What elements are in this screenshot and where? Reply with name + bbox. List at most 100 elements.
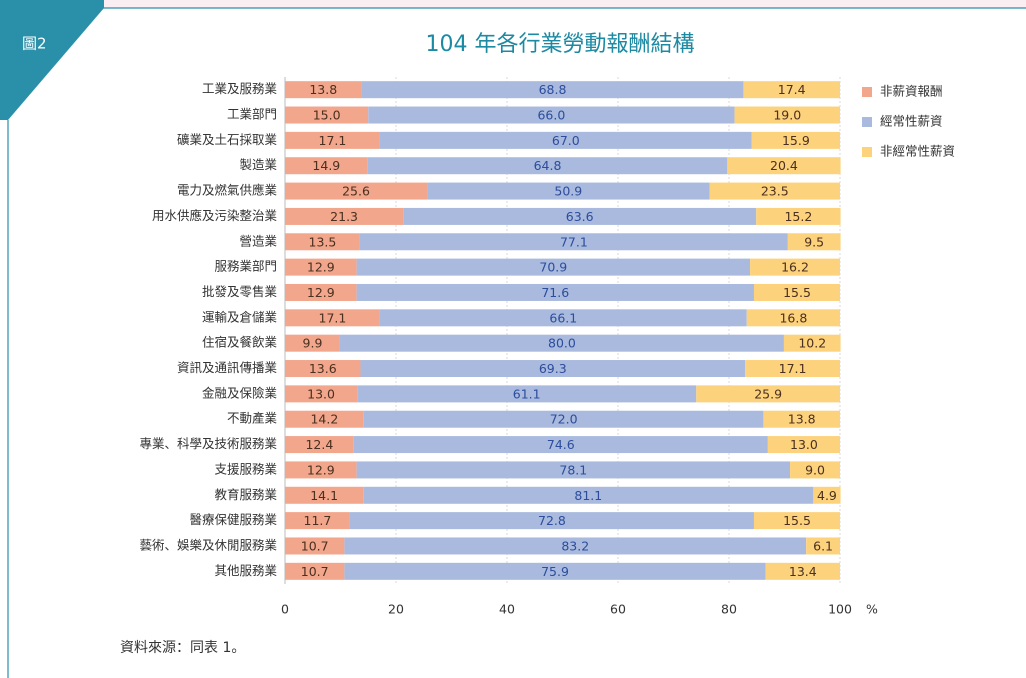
bar-segment <box>379 309 747 327</box>
data-label: 12.9 <box>307 462 335 477</box>
bar-segment <box>751 131 840 149</box>
bar-segment <box>813 486 841 504</box>
data-label: 67.0 <box>552 133 580 148</box>
bar-segment <box>753 283 840 301</box>
bar-segment <box>750 258 840 276</box>
data-label: 61.1 <box>513 386 541 401</box>
y-tick-label: 藝術、娛樂及休閒服務業 <box>139 537 277 552</box>
data-label: 17.1 <box>319 310 347 325</box>
bar-segment <box>363 410 764 428</box>
bar-segment <box>285 182 428 200</box>
figure-label: 圖2 <box>22 35 47 53</box>
bar-segment <box>709 182 840 200</box>
data-label: 16.2 <box>781 260 809 275</box>
data-label: 15.9 <box>782 133 810 148</box>
x-tick-label: 20 <box>388 602 404 617</box>
data-label: 16.8 <box>779 310 807 325</box>
bar-segment <box>787 233 841 251</box>
bar-segment <box>756 207 841 225</box>
bar-segment <box>285 233 360 251</box>
data-label: 75.9 <box>541 564 569 579</box>
bar-segment <box>363 486 814 504</box>
y-tick-label: 工業部門 <box>227 107 277 122</box>
data-label: 15.5 <box>783 285 811 300</box>
data-label: 17.4 <box>778 82 806 97</box>
y-tick-label: 營造業 <box>239 233 277 248</box>
data-label: 13.8 <box>788 412 816 427</box>
data-label: 69.3 <box>539 361 567 376</box>
bar-segment <box>356 461 791 479</box>
bar-segment <box>367 157 728 175</box>
data-label: 11.7 <box>304 513 332 528</box>
y-tick-label: 礦業及土石採取業 <box>177 132 278 147</box>
bar-segment <box>285 461 357 479</box>
chart-title: 104 年各行業勞動報酬結構 <box>426 32 695 57</box>
x-tick-label: 80 <box>721 602 737 617</box>
data-label: 17.1 <box>779 361 807 376</box>
data-label: 78.1 <box>559 462 587 477</box>
bar-segment <box>285 360 361 378</box>
y-tick-label: 運輸及倉儲業 <box>202 309 278 324</box>
y-tick-label: 不動產業 <box>227 411 278 426</box>
data-label: 19.0 <box>773 108 801 123</box>
legend-label: 非經常性薪資 <box>880 144 955 159</box>
x-tick-label: 100 <box>828 602 852 617</box>
figure-badge <box>0 0 104 120</box>
bar-segment <box>753 512 840 530</box>
bar-segment <box>746 309 840 327</box>
data-label: 80.0 <box>548 336 576 351</box>
y-tick-label: 其他服務業 <box>214 563 277 578</box>
data-label: 15.5 <box>783 513 811 528</box>
bar-segment <box>763 410 840 428</box>
bar-segment <box>743 81 840 99</box>
data-label: 66.1 <box>549 310 577 325</box>
data-label: 72.8 <box>538 513 566 528</box>
bar-segment <box>285 157 368 175</box>
data-label: 12.9 <box>307 260 335 275</box>
bar-segment <box>344 537 807 555</box>
data-label: 15.0 <box>313 108 341 123</box>
data-label: 13.8 <box>309 82 337 97</box>
data-label: 9.9 <box>303 336 323 351</box>
data-label: 81.1 <box>574 488 602 503</box>
data-label: 25.6 <box>342 184 370 199</box>
bar-segment <box>285 258 357 276</box>
bar-segment <box>359 233 788 251</box>
bar-segment <box>285 436 354 454</box>
data-label: 70.9 <box>539 260 567 275</box>
bar-segment <box>285 207 404 225</box>
y-tick-label: 金融及保險業 <box>202 385 278 400</box>
bar-segment <box>339 334 784 352</box>
y-tick-label: 教育服務業 <box>214 487 277 502</box>
data-label: 9.5 <box>804 234 824 249</box>
bar-segment <box>696 385 840 403</box>
bar-segment <box>360 360 746 378</box>
y-tick-label: 住宿及餐飲業 <box>202 335 278 350</box>
data-label: 25.9 <box>754 386 782 401</box>
bar-segment <box>745 360 840 378</box>
y-tick-label: 服務業部門 <box>214 259 277 274</box>
data-label: 83.2 <box>561 538 589 553</box>
bar-segment <box>285 486 364 504</box>
legend-swatch <box>862 147 872 157</box>
bar-segment <box>427 182 710 200</box>
data-label: 12.4 <box>305 437 333 452</box>
legend-label: 非薪資報酬 <box>880 84 943 99</box>
bar-segment <box>783 334 841 352</box>
bar-segment <box>285 385 358 403</box>
data-label: 71.6 <box>541 285 569 300</box>
y-tick-label: 專業、科學及技術服務業 <box>139 436 277 451</box>
bar-segment <box>285 334 340 352</box>
bar-segment <box>349 512 754 530</box>
bar-segment <box>357 385 697 403</box>
bar-segment <box>285 283 357 301</box>
data-label: 64.8 <box>534 158 562 173</box>
y-tick-label: 支援服務業 <box>214 461 277 476</box>
bar-segment <box>765 562 840 580</box>
bar-segment <box>356 258 751 276</box>
bar-segment <box>285 131 380 149</box>
bar-segment <box>734 106 840 124</box>
bar-segment <box>767 436 840 454</box>
data-label: 4.9 <box>817 488 837 503</box>
